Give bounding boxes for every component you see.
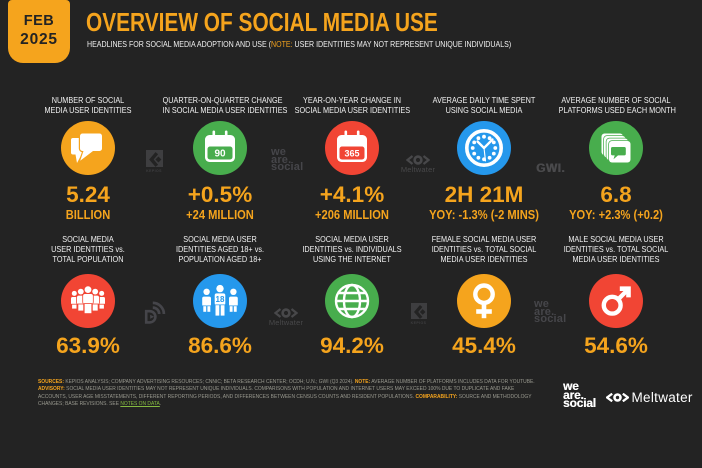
svg-text:90: 90 bbox=[214, 149, 226, 160]
svg-text:18: 18 bbox=[216, 295, 225, 304]
svg-text:365: 365 bbox=[344, 149, 359, 159]
